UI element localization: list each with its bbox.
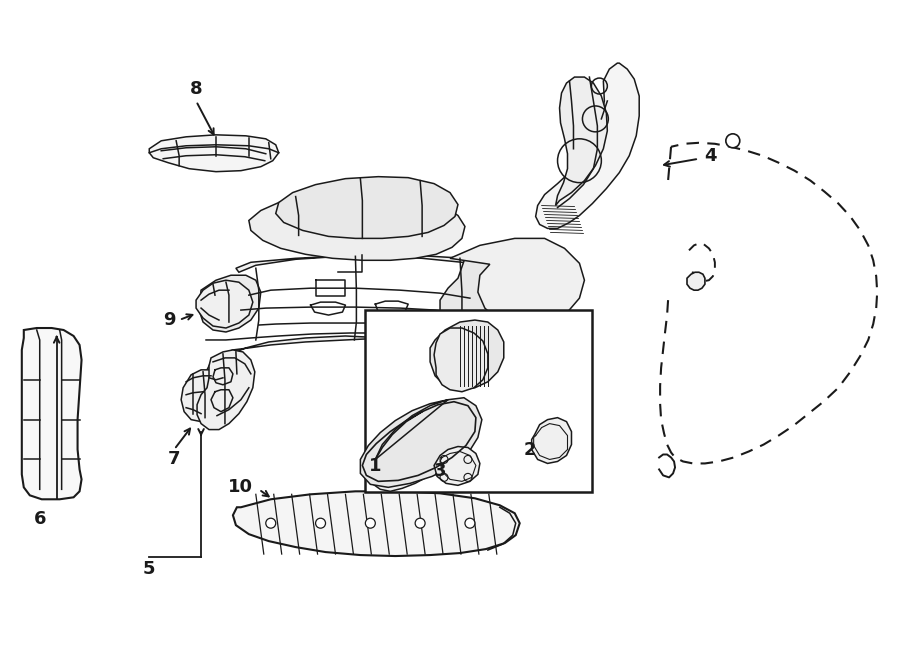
Circle shape (316, 518, 326, 528)
Polygon shape (233, 491, 519, 556)
Text: 6: 6 (33, 510, 46, 528)
Polygon shape (206, 256, 557, 378)
Text: 4: 4 (705, 147, 717, 165)
Circle shape (266, 518, 275, 528)
Polygon shape (555, 77, 608, 205)
Polygon shape (370, 400, 474, 491)
Text: 10: 10 (229, 479, 254, 496)
Text: 3: 3 (434, 463, 446, 481)
Circle shape (725, 134, 740, 148)
Polygon shape (275, 177, 458, 238)
Circle shape (365, 518, 375, 528)
Polygon shape (450, 238, 584, 326)
Text: 8: 8 (190, 80, 203, 98)
Polygon shape (430, 320, 504, 390)
Polygon shape (199, 275, 261, 332)
Polygon shape (181, 370, 223, 422)
Polygon shape (248, 193, 465, 260)
Polygon shape (149, 135, 279, 171)
Polygon shape (434, 328, 488, 392)
Polygon shape (196, 280, 253, 328)
Polygon shape (197, 350, 255, 430)
Polygon shape (536, 63, 639, 228)
Polygon shape (22, 328, 82, 499)
Circle shape (465, 518, 475, 528)
Text: 5: 5 (143, 560, 156, 578)
Text: 1: 1 (369, 457, 382, 475)
Polygon shape (532, 418, 572, 463)
Polygon shape (434, 446, 480, 485)
Text: 7: 7 (168, 450, 180, 469)
Polygon shape (360, 398, 482, 487)
Bar (365, 310, 592, 493)
Text: 9: 9 (163, 311, 176, 329)
Polygon shape (687, 272, 705, 290)
Text: 2: 2 (524, 440, 536, 459)
Circle shape (415, 518, 425, 528)
Polygon shape (440, 248, 574, 335)
